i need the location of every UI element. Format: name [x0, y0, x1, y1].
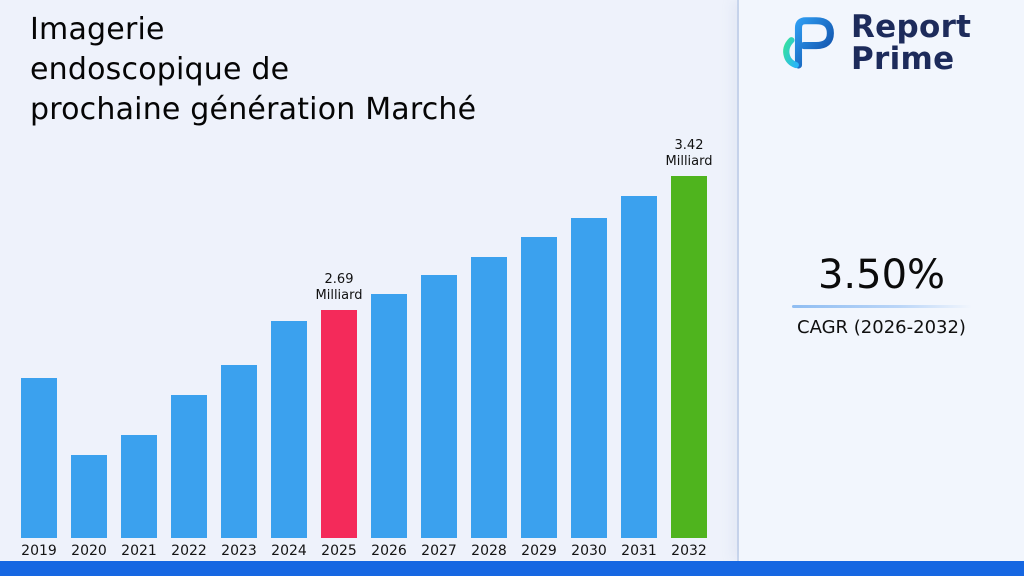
brand-name-prime: Prime	[851, 40, 955, 77]
x-axis-label-2030: 2030	[571, 543, 607, 559]
bar-2022	[171, 395, 207, 538]
x-axis-label-2029: 2029	[521, 543, 557, 559]
x-axis-label-2022: 2022	[171, 543, 207, 559]
cagr-label: CAGR (2026-2032)	[797, 317, 966, 338]
bar-column-2027: 2027	[414, 176, 464, 559]
bar-column-2020: 2020	[64, 176, 114, 559]
x-axis-label-2027: 2027	[421, 543, 457, 559]
x-axis-label-2026: 2026	[371, 543, 407, 559]
bar-2020	[71, 455, 107, 538]
x-axis-label-2028: 2028	[471, 543, 507, 559]
bar-2030	[571, 218, 607, 538]
x-axis-label-2019: 2019	[21, 543, 57, 559]
bar-column-2029: 2029	[514, 176, 564, 559]
side-panel: Report Prime 3.50% CAGR (2026-2032)	[739, 0, 1024, 561]
bar-2024	[271, 321, 307, 538]
cagr-value: 3.50%	[817, 252, 946, 298]
cagr-underline	[791, 305, 972, 308]
bar-column-2021: 2021	[114, 176, 164, 559]
bar-column-2022: 2022	[164, 176, 214, 559]
brand-name-report: Report	[851, 9, 972, 45]
bar-2029	[521, 237, 557, 538]
bar-column-2032: 3.42 Milliard 2032	[664, 138, 714, 560]
bar-column-2019: 2019	[14, 176, 64, 559]
bar-2032	[671, 176, 707, 538]
bar-column-2023: 2023	[214, 176, 264, 559]
bar-chart: 2019 2020 2021 2022 2023 2024 2.69 Milliard 202…	[14, 138, 714, 560]
cagr-block: 3.50% CAGR (2026-2032)	[739, 252, 1024, 338]
bar-column-2024: 2024	[264, 176, 314, 559]
panel-divider	[737, 0, 739, 561]
bar-2028	[471, 257, 507, 538]
bar-value-label-2025: 2.69 Milliard	[315, 271, 363, 303]
bar-2031	[621, 196, 657, 538]
page-title: Imagerie endoscopique de prochaine génér…	[30, 12, 477, 127]
bar-2026	[371, 294, 407, 538]
x-axis-label-2020: 2020	[71, 543, 107, 559]
footer-bar	[0, 561, 1024, 576]
bar-column-2031: 2031	[614, 176, 664, 559]
x-axis-label-2024: 2024	[271, 543, 307, 559]
x-axis-label-2025: 2025	[321, 543, 357, 559]
bar-column-2030: 2030	[564, 176, 614, 559]
bar-2023	[221, 365, 257, 538]
bar-2027	[421, 275, 457, 538]
x-axis-label-2023: 2023	[221, 543, 257, 559]
x-axis-label-2021: 2021	[121, 543, 157, 559]
bar-column-2028: 2028	[464, 176, 514, 559]
report-prime-logo-icon	[779, 13, 841, 75]
bar-2019	[21, 378, 57, 538]
x-axis-label-2031: 2031	[621, 543, 657, 559]
bar-2025	[321, 310, 357, 538]
x-axis-label-2032: 2032	[671, 543, 707, 559]
bar-column-2025: 2.69 Milliard 2025	[314, 176, 364, 560]
bar-value-label-2032: 3.42 Milliard	[665, 137, 713, 169]
brand-name: Report Prime	[851, 9, 972, 77]
bar-column-2026: 2026	[364, 176, 414, 559]
bar-2021	[121, 435, 157, 538]
brand-logo: Report Prime	[779, 9, 972, 77]
